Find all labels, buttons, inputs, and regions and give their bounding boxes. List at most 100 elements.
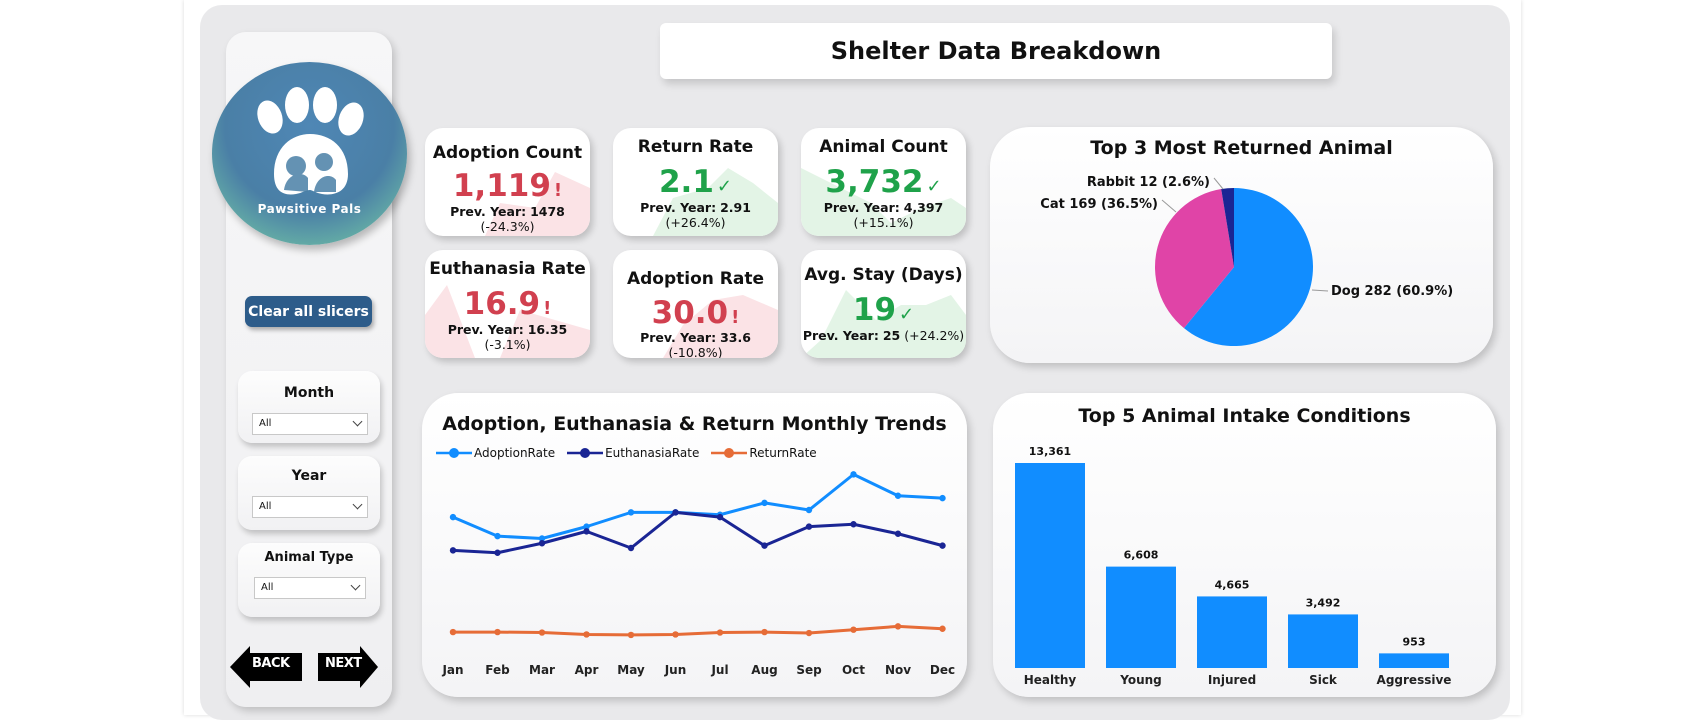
line-chart: Jan Feb Mar Apr May Jun Jul Aug Sep Oct Nov Dec bbox=[441, 471, 955, 677]
data-point-returnrate[interactable] bbox=[538, 629, 546, 636]
data-point-returnrate[interactable] bbox=[761, 628, 768, 636]
pawsitive-pals-logo: Pawsitive Pals bbox=[212, 62, 407, 245]
data-point-adoptionrate[interactable] bbox=[449, 513, 457, 521]
data-point-returnrate[interactable] bbox=[494, 628, 501, 636]
animal-type-dropdown[interactable]: All bbox=[254, 577, 366, 599]
kpi-previous-year: Prev. Year: 33.6 (-10.8%) bbox=[640, 330, 751, 358]
pie-slice-rabbit[interactable] bbox=[1221, 188, 1234, 267]
data-point-returnrate[interactable] bbox=[583, 631, 590, 638]
kpi-title: Animal Count bbox=[819, 137, 948, 157]
x-tick-label: Apr bbox=[575, 663, 599, 677]
kpi-title: Euthanasia Rate bbox=[429, 259, 586, 279]
bar-data-label: 953 bbox=[1403, 635, 1426, 648]
legend-item-adoption: AdoptionRate bbox=[436, 446, 555, 460]
bar-aggressive[interactable] bbox=[1379, 653, 1449, 668]
kpi-adoption-rate: Adoption Rate 30.0! Prev. Year: 33.6 (-1… bbox=[613, 250, 778, 358]
data-point-returnrate[interactable] bbox=[805, 629, 813, 637]
animal-type-slicer-title: Animal Type bbox=[264, 550, 354, 565]
kpi-previous-year: Prev. Year: 2.91 (+26.4%) bbox=[640, 200, 751, 230]
x-tick-label: Mar bbox=[529, 663, 555, 677]
x-tick-label: Jul bbox=[710, 663, 728, 677]
pie-data-label: Rabbit 12 (2.6%) bbox=[1087, 175, 1210, 190]
warning-icon: ! bbox=[731, 307, 740, 328]
month-dropdown[interactable]: All bbox=[252, 413, 368, 435]
pie-data-label: Cat 169 (36.5%) bbox=[1040, 197, 1158, 212]
pie-slice-cat[interactable] bbox=[1155, 189, 1234, 329]
data-point-euthanasiarate[interactable] bbox=[449, 547, 457, 554]
bar-data-label: 4,665 bbox=[1215, 578, 1250, 591]
x-tick-label: Jan bbox=[441, 663, 463, 677]
pie-leader-line bbox=[1213, 177, 1224, 190]
data-point-adoptionrate[interactable] bbox=[538, 535, 546, 542]
kpi-euthanasia-rate: Euthanasia Rate 16.9! Prev. Year: 16.35 … bbox=[425, 250, 590, 358]
year-slicer-title: Year bbox=[291, 468, 327, 484]
series-line-euthanasiarate bbox=[452, 510, 943, 555]
data-point-euthanasiarate[interactable] bbox=[894, 530, 902, 537]
sparkline-background bbox=[485, 172, 590, 236]
month-slicer-title: Month bbox=[283, 385, 335, 401]
data-point-returnrate[interactable] bbox=[894, 623, 902, 630]
data-point-returnrate[interactable] bbox=[850, 626, 857, 633]
legend-marker bbox=[567, 448, 604, 458]
data-point-adoptionrate[interactable] bbox=[939, 494, 946, 502]
data-point-euthanasiarate[interactable] bbox=[805, 523, 813, 530]
data-point-euthanasiarate[interactable] bbox=[494, 549, 501, 556]
animal-type-dropdown-value: All bbox=[261, 582, 274, 593]
pie-slice-dog[interactable] bbox=[1183, 188, 1313, 346]
x-tick-label: Sick bbox=[1309, 673, 1338, 687]
data-point-euthanasiarate[interactable] bbox=[850, 521, 857, 528]
year-dropdown-value: All bbox=[259, 501, 272, 512]
kpi-title: Return Rate bbox=[637, 137, 754, 157]
year-slicer: Year All bbox=[238, 456, 380, 530]
bar-sick[interactable] bbox=[1288, 614, 1358, 668]
data-point-adoptionrate[interactable] bbox=[494, 532, 501, 540]
data-point-adoptionrate[interactable] bbox=[761, 499, 768, 507]
data-point-adoptionrate[interactable] bbox=[583, 523, 590, 530]
x-tick-label: Sep bbox=[796, 663, 822, 677]
data-point-euthanasiarate[interactable] bbox=[583, 528, 590, 535]
pie-leader-line bbox=[1161, 199, 1177, 213]
x-tick-label: Healthy bbox=[1024, 673, 1077, 687]
x-tick-label: Nov bbox=[885, 663, 911, 677]
clear-all-slicers-button[interactable]: Clear all slicers bbox=[245, 296, 372, 327]
checkmark-icon: ✓ bbox=[716, 176, 732, 197]
data-point-euthanasiarate[interactable] bbox=[538, 540, 546, 547]
data-point-returnrate[interactable] bbox=[449, 628, 457, 636]
bar-young[interactable] bbox=[1106, 566, 1176, 668]
data-point-euthanasiarate[interactable] bbox=[716, 513, 724, 521]
kpi-adoption-count: Adoption Count 1,119! Prev. Year: 1478 (… bbox=[425, 128, 590, 236]
data-point-adoptionrate[interactable] bbox=[627, 509, 635, 516]
x-tick-label: Feb bbox=[485, 663, 510, 677]
next-button[interactable]: NEXT bbox=[318, 646, 378, 688]
kpi-return-rate: Return Rate 2.1 ✓ Prev. Year: 2.91 (+26.4… bbox=[613, 128, 778, 236]
year-dropdown[interactable]: All bbox=[252, 496, 368, 518]
bar-injured[interactable] bbox=[1197, 596, 1267, 668]
kpi-value: 1,119! bbox=[452, 168, 563, 204]
data-point-euthanasiarate[interactable] bbox=[761, 542, 768, 549]
data-point-returnrate[interactable] bbox=[672, 631, 679, 638]
warning-icon: ! bbox=[543, 298, 552, 319]
legend-marker bbox=[436, 448, 472, 458]
warning-icon: ! bbox=[553, 180, 563, 201]
next-arrow-icon bbox=[318, 646, 378, 688]
data-point-adoptionrate[interactable] bbox=[850, 471, 857, 478]
data-point-returnrate[interactable] bbox=[627, 631, 635, 639]
data-point-adoptionrate[interactable] bbox=[805, 506, 813, 514]
data-point-euthanasiarate[interactable] bbox=[672, 509, 679, 516]
bar-data-label: 6,608 bbox=[1124, 549, 1159, 562]
data-point-returnrate[interactable] bbox=[716, 629, 724, 636]
kpi-value: 16.9! bbox=[463, 286, 552, 322]
data-point-adoptionrate[interactable] bbox=[894, 492, 902, 499]
bar-data-label: 3,492 bbox=[1306, 596, 1341, 609]
data-point-euthanasiarate[interactable] bbox=[939, 542, 946, 549]
sparkline-background bbox=[663, 295, 778, 358]
data-point-returnrate[interactable] bbox=[939, 625, 946, 632]
back-button[interactable]: BACK bbox=[230, 646, 302, 688]
sparkline-background bbox=[425, 285, 590, 358]
checkmark-icon: ✓ bbox=[899, 304, 915, 325]
bar-healthy[interactable] bbox=[1015, 463, 1085, 668]
x-tick-label: Aggressive bbox=[1377, 673, 1452, 687]
x-tick-label: Dec bbox=[930, 663, 955, 677]
data-point-euthanasiarate[interactable] bbox=[627, 544, 635, 552]
next-label: NEXT bbox=[325, 656, 362, 671]
